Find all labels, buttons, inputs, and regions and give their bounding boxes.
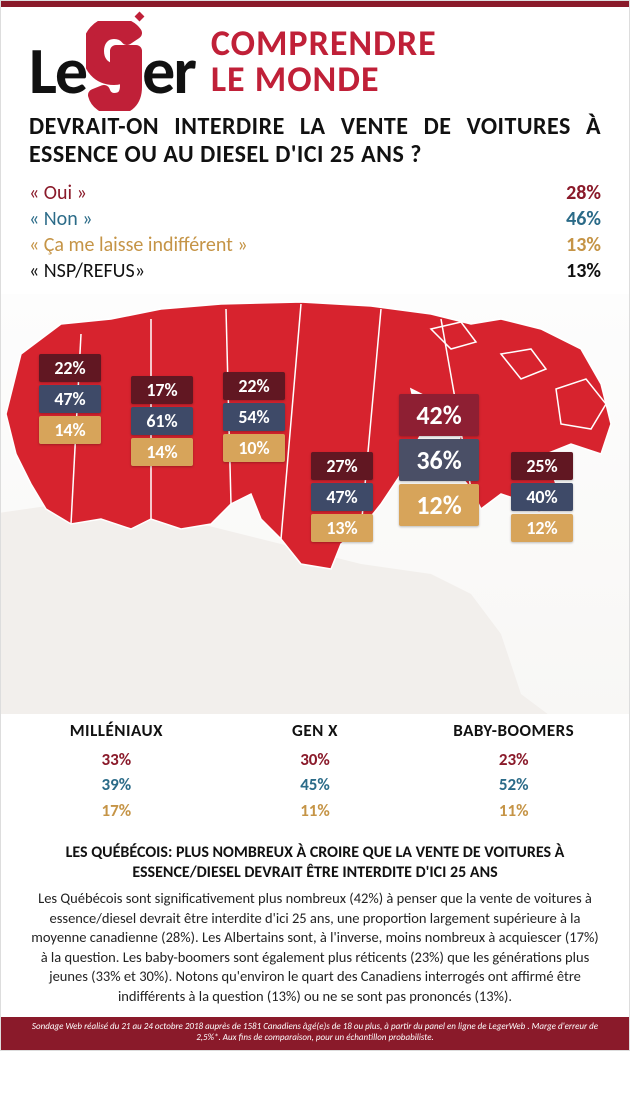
region-chip: 25% [511,452,573,480]
logo-accent-icon [134,12,144,22]
answer-row: « Non » 46% [29,206,601,232]
canada-map: 22% 47% 14% 17% 61% 14% 22% 54% 10% 27% 47% 13% 42%3… [1,294,629,714]
survey-question: DEVRAIT-ON INTERDIRE LA VENTE DE VOITURE… [1,103,629,178]
region-stack-quebec: 42%36%12% [399,394,479,526]
answer-pct: 28% [566,181,601,205]
tagline-line1: COMPRENDRE [211,25,437,61]
header: Le er COMPRENDRE LE MONDE [1,7,629,103]
region-chip: 27% [311,452,373,480]
logo-text-left: Le [29,43,86,99]
answer-pct: 46% [566,207,601,231]
region-chip: 36% [399,439,479,481]
logo-g-icon [86,21,142,93]
region-stack-alberta: 17% 61% 14% [131,376,193,466]
region-chip: 10% [223,434,285,462]
subheading: LES QUÉBÉCOIS: PLUS NOMBREUX À CROIRE QU… [1,835,629,889]
generation-column: MILLÉNIAUX 33%39%17% [17,720,216,824]
region-chip: 42% [399,394,479,436]
region-chip: 14% [39,416,101,444]
region-chip: 40% [511,483,573,511]
generation-value: 30% [216,747,415,773]
answer-pct: 13% [566,259,601,283]
generation-value: 17% [17,798,216,824]
generation-name: BABY-BOOMERS [414,720,613,741]
region-chip: 61% [131,407,193,435]
brand-tagline: COMPRENDRE LE MONDE [211,21,437,97]
generations-table: MILLÉNIAUX33%39%17%GEN X30%45%11%BABY-BO… [1,714,629,836]
region-chip: 54% [223,403,285,431]
region-chip: 13% [311,514,373,542]
region-stack-ontario: 27% 47% 13% [311,452,373,542]
answer-label: « Non » [29,207,93,231]
infographic-card: Le er COMPRENDRE LE MONDE DEVRAIT-ON INT… [0,0,630,1051]
generation-value: 23% [414,747,613,773]
answer-pct: 13% [566,233,601,257]
generation-column: BABY-BOOMERS 23%52%11% [414,720,613,824]
region-chip: 14% [131,438,193,466]
region-chip: 22% [223,372,285,400]
region-stack-bc: 22% 47% 14% [39,354,101,444]
generation-value: 11% [216,798,415,824]
region-chip: 12% [511,514,573,542]
generation-value: 11% [414,798,613,824]
generation-value: 45% [216,772,415,798]
region-chip: 17% [131,376,193,404]
answer-label: « Ça me laisse indifférent » [29,233,248,257]
answers-list: « Oui »28%« Non »46%« Ça me laisse indif… [1,178,629,294]
region-chip: 47% [39,385,101,413]
methodology-fineprint: Sondage Web réalisé du 21 au 24 octobre … [1,1017,629,1050]
region-chip: 47% [311,483,373,511]
answer-label: « NSP/REFUS» [29,259,145,283]
generation-value: 52% [414,772,613,798]
tagline-line2: LE MONDE [211,61,437,97]
answer-row: « NSP/REFUS» 13% [29,258,601,284]
body-paragraph: Les Québécois sont significativement plu… [1,889,629,1016]
generation-value: 39% [17,772,216,798]
generation-name: MILLÉNIAUX [17,720,216,741]
generation-name: GEN X [216,720,415,741]
region-chip: 12% [399,484,479,526]
answer-label: « Oui » [29,181,87,205]
region-stack-prairies: 22% 54% 10% [223,372,285,462]
answer-row: « Ça me laisse indifférent » 13% [29,232,601,258]
generation-value: 33% [17,747,216,773]
logo-text-right: er [142,43,195,99]
region-chip: 22% [39,354,101,382]
generation-column: GEN X 30%45%11% [216,720,415,824]
region-stack-atlantic: 25% 40% 12% [511,452,573,542]
leger-logo: Le er [29,21,195,99]
answer-row: « Oui » 28% [29,180,601,206]
